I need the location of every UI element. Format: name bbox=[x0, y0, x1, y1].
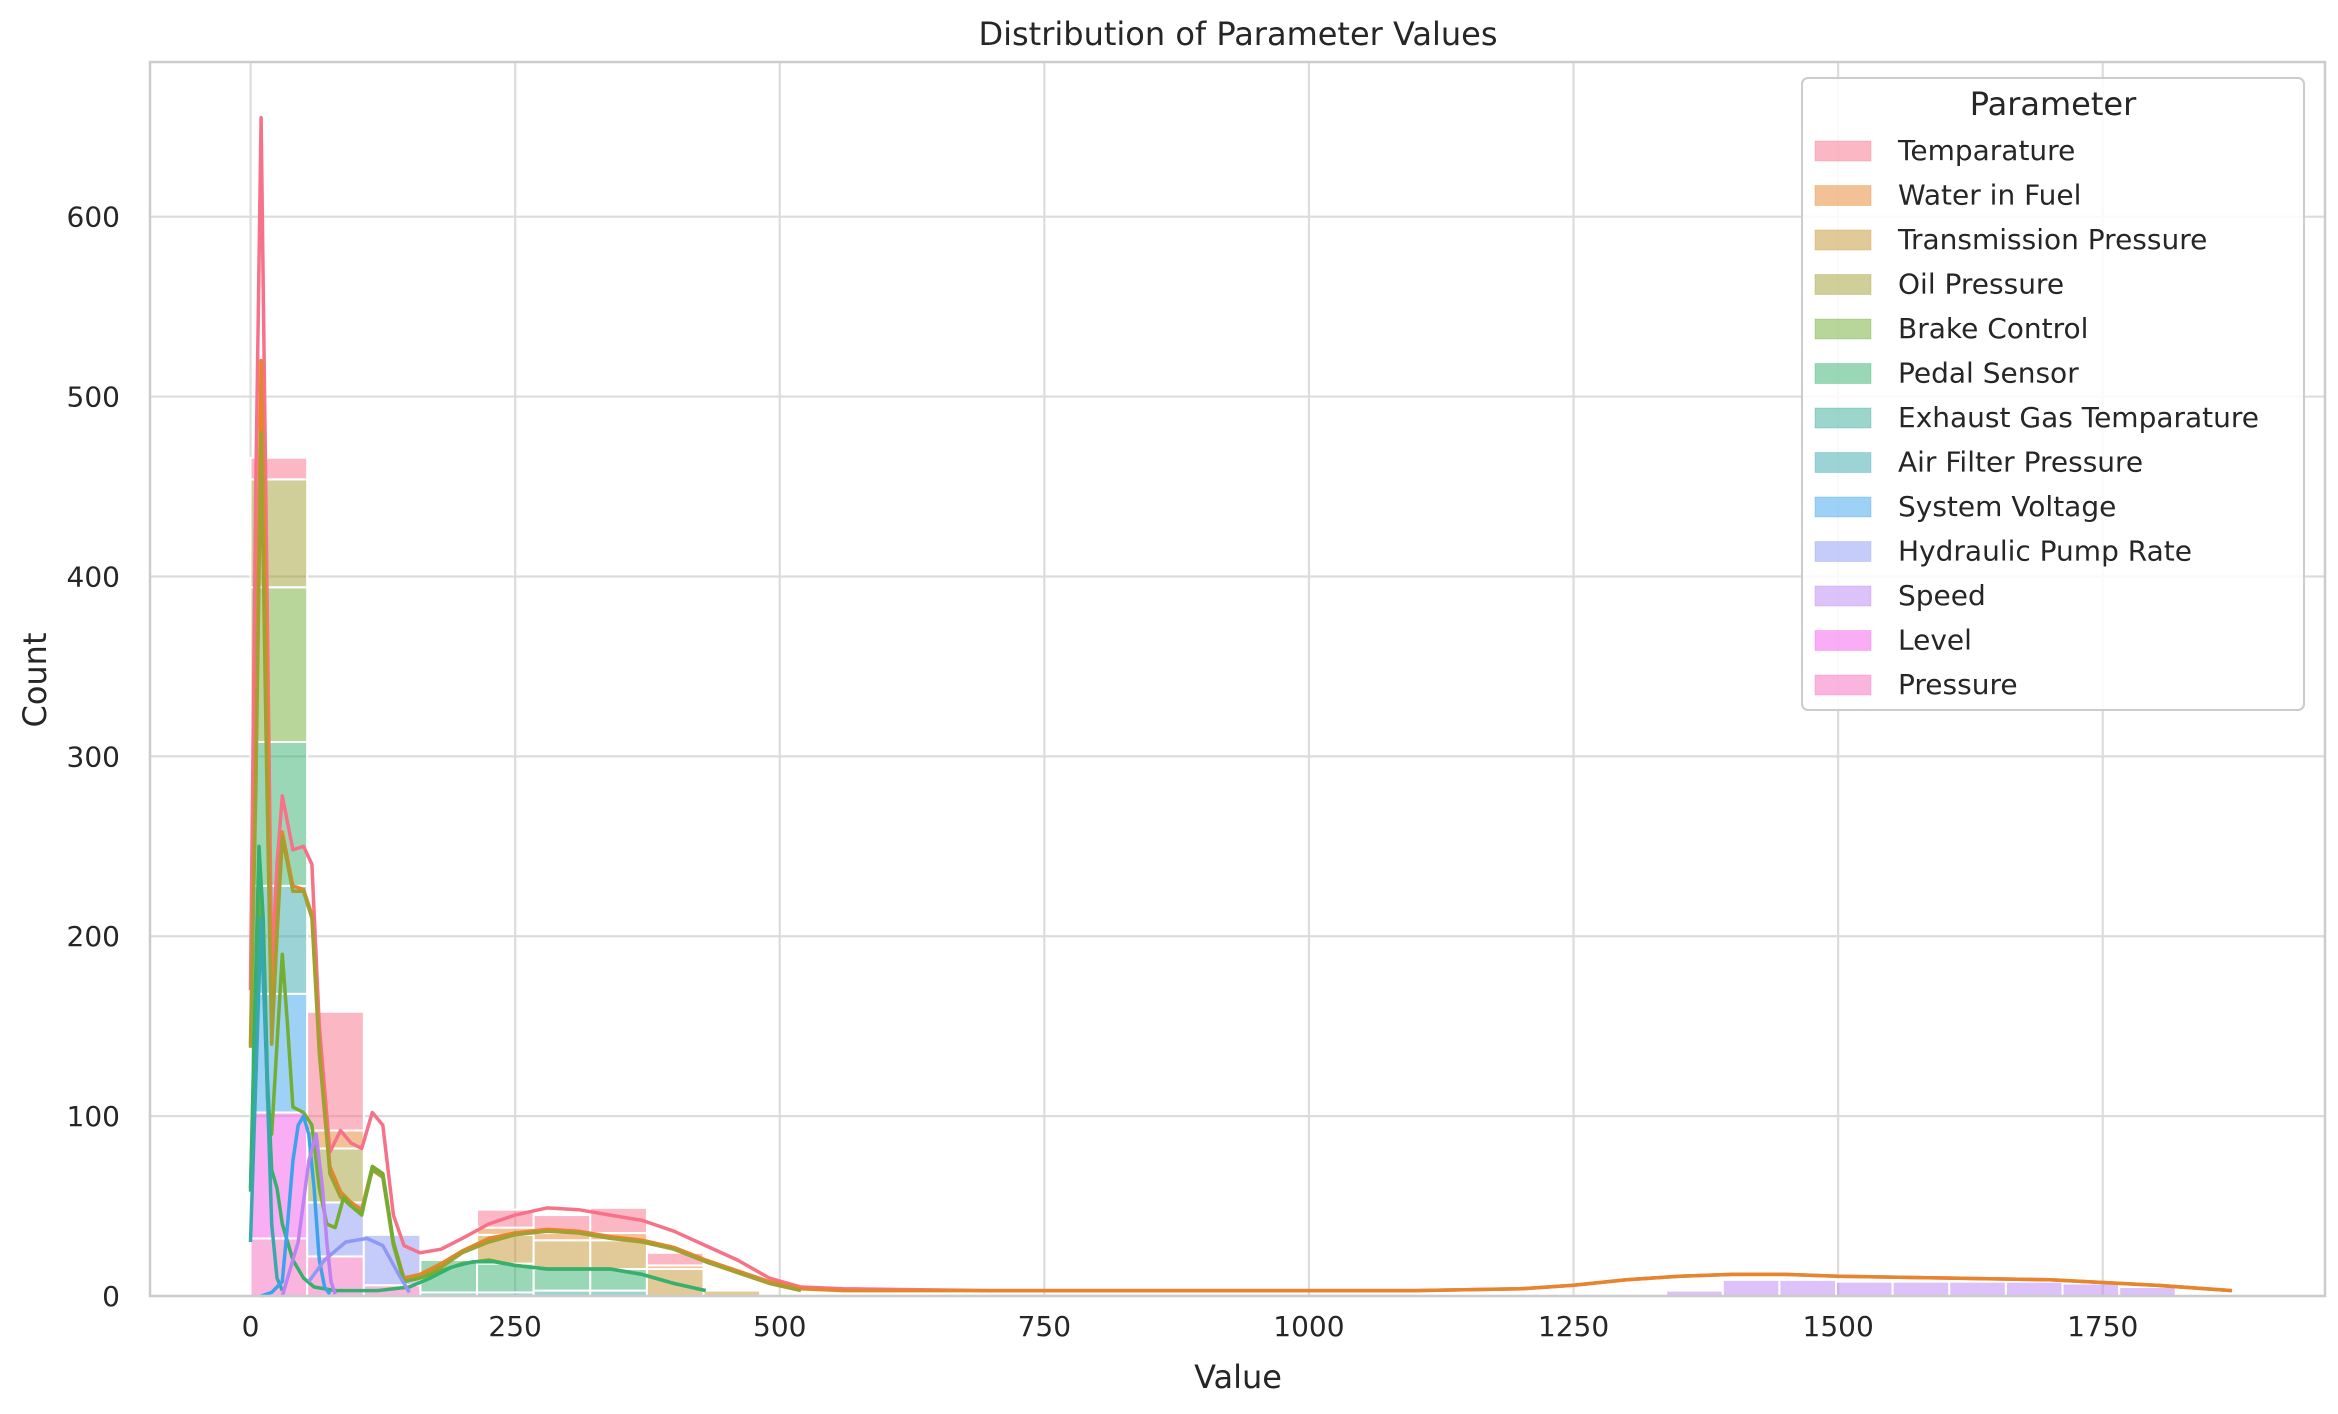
histogram-bar bbox=[1721, 1278, 1781, 1298]
histogram-bar bbox=[2061, 1282, 2121, 1298]
kde-curve bbox=[248, 358, 2233, 1293]
legend-swatch bbox=[1814, 496, 1872, 518]
kde-curve bbox=[307, 1236, 411, 1294]
legend-title: Parameter bbox=[1970, 85, 2137, 123]
legend-swatch bbox=[1814, 318, 1872, 340]
y-tick-label: 300 bbox=[67, 740, 120, 773]
legend-label: Temparature bbox=[1897, 134, 2075, 167]
histogram-bar bbox=[2118, 1286, 2177, 1298]
histogram-bar bbox=[532, 1268, 592, 1292]
legend-label: System Voltage bbox=[1898, 490, 2116, 523]
histogram-bar bbox=[1778, 1278, 1838, 1298]
y-axis-label: Count bbox=[16, 632, 54, 727]
histogram-bar bbox=[1948, 1280, 2007, 1298]
histogram-bar bbox=[1778, 1277, 1838, 1281]
legend-swatch bbox=[1814, 630, 1872, 651]
legend-swatch bbox=[1814, 541, 1872, 562]
x-tick-label: 1500 bbox=[1803, 1310, 1874, 1343]
histogram-bar bbox=[2004, 1280, 2064, 1298]
legend: Parameter Temparature Water in Fuel Transm… bbox=[1801, 77, 2305, 711]
legend-swatch bbox=[1814, 229, 1872, 251]
y-tick-label: 100 bbox=[67, 1100, 120, 1133]
legend-swatch bbox=[1814, 585, 1872, 607]
histogram-bar bbox=[1721, 1277, 1781, 1281]
plot-frame bbox=[148, 60, 2327, 1298]
x-axis-ticks: 0 250 500 750 1000 1250 1500 1750 bbox=[242, 1310, 2139, 1343]
x-tick-label: 1250 bbox=[1538, 1310, 1609, 1343]
y-tick-label: 500 bbox=[67, 381, 120, 414]
kde-curves bbox=[248, 116, 2233, 1298]
legend-label: Oil Pressure bbox=[1898, 268, 2064, 301]
histogram-bar bbox=[1835, 1280, 1894, 1298]
legend-label: Level bbox=[1898, 624, 1972, 657]
histogram-bar bbox=[589, 1239, 648, 1271]
y-tick-label: 200 bbox=[67, 920, 120, 953]
legend-label: Pressure bbox=[1898, 668, 2018, 701]
x-tick-label: 500 bbox=[753, 1310, 806, 1343]
histogram-bar bbox=[1835, 1278, 1894, 1283]
legend-swatch bbox=[1814, 140, 1872, 162]
y-tick-label: 0 bbox=[102, 1280, 120, 1313]
y-axis-ticks: 0 100 200 300 400 500 600 bbox=[67, 201, 120, 1313]
legend-swatch bbox=[1814, 363, 1872, 384]
x-tick-label: 1000 bbox=[1273, 1310, 1344, 1343]
legend-label: Speed bbox=[1898, 579, 1986, 612]
chart-title: Distribution of Parameter Values bbox=[978, 15, 1497, 53]
legend-swatch bbox=[1814, 452, 1872, 473]
legend-swatch bbox=[1814, 674, 1872, 696]
histogram-bar bbox=[306, 1010, 365, 1132]
x-tick-label: 0 bbox=[242, 1310, 260, 1343]
legend-swatch bbox=[1814, 274, 1872, 295]
y-tick-label: 400 bbox=[67, 560, 120, 593]
kde-curve bbox=[280, 1132, 337, 1297]
histogram-bar bbox=[532, 1239, 592, 1271]
legend-label: Brake Control bbox=[1898, 312, 2088, 345]
legend-label: Hydraulic Pump Rate bbox=[1898, 535, 2192, 568]
kde-curve bbox=[248, 916, 284, 1292]
x-tick-label: 1750 bbox=[2067, 1310, 2138, 1343]
histogram-bar bbox=[1891, 1278, 1951, 1283]
y-tick-label: 600 bbox=[67, 201, 120, 234]
x-axis-label: Value bbox=[1194, 1358, 1282, 1396]
x-tick-label: 750 bbox=[1018, 1310, 1071, 1343]
histogram-bar bbox=[1891, 1280, 1951, 1298]
legend-label: Water in Fuel bbox=[1898, 179, 2081, 212]
legend-box bbox=[1801, 77, 2305, 711]
legend-label: Pedal Sensor bbox=[1898, 357, 2079, 390]
x-tick-label: 250 bbox=[488, 1310, 541, 1343]
legend-label: Air Filter Pressure bbox=[1898, 446, 2143, 479]
legend-label: Transmission Pressure bbox=[1897, 223, 2207, 256]
legend-label: Exhaust Gas Temparature bbox=[1898, 401, 2259, 434]
legend-swatch bbox=[1814, 185, 1872, 206]
legend-swatch bbox=[1814, 407, 1872, 429]
